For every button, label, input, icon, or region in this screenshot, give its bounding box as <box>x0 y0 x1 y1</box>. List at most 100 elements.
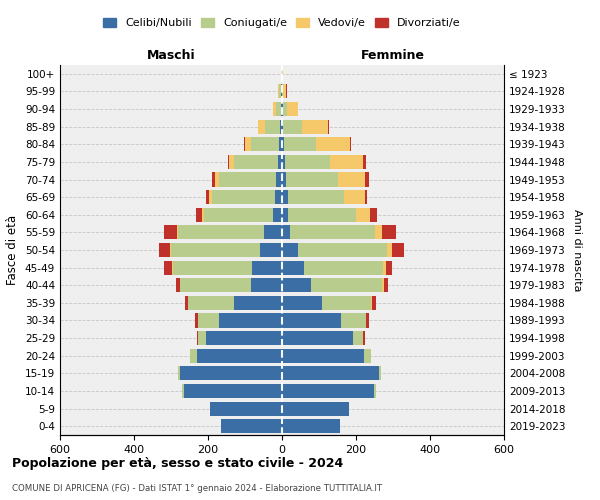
Bar <box>202 208 204 222</box>
Bar <box>364 348 371 363</box>
Text: Maschi: Maschi <box>146 50 196 62</box>
Bar <box>190 348 197 363</box>
Bar <box>282 208 287 222</box>
Bar <box>265 120 280 134</box>
Bar <box>279 84 281 98</box>
Bar <box>197 331 198 345</box>
Bar <box>263 226 282 239</box>
Bar <box>282 331 353 345</box>
Bar <box>164 226 177 239</box>
Bar <box>379 366 381 380</box>
Bar <box>194 314 197 328</box>
Bar <box>364 331 365 345</box>
Bar <box>282 102 283 116</box>
Bar <box>277 172 282 186</box>
Bar <box>356 208 370 222</box>
Bar <box>383 260 386 274</box>
Bar <box>322 296 371 310</box>
Bar <box>275 190 282 204</box>
Bar <box>212 172 215 186</box>
Bar <box>382 226 396 239</box>
Bar <box>184 384 282 398</box>
Bar <box>387 243 392 257</box>
Bar <box>367 314 370 328</box>
Bar <box>172 260 173 274</box>
Bar <box>219 172 277 186</box>
Bar <box>365 190 367 204</box>
Bar <box>283 120 302 134</box>
Bar <box>170 243 171 257</box>
Bar <box>328 120 329 134</box>
Bar <box>282 260 304 274</box>
Bar <box>234 155 278 169</box>
Bar <box>281 84 282 98</box>
Bar <box>229 155 234 169</box>
Bar <box>171 243 260 257</box>
Bar <box>374 384 376 398</box>
Bar <box>260 243 282 257</box>
Bar <box>221 419 282 433</box>
Bar <box>286 84 287 98</box>
Bar <box>338 172 365 186</box>
Y-axis label: Fasce di età: Fasce di età <box>7 215 19 285</box>
Bar <box>215 172 219 186</box>
Bar <box>282 172 286 186</box>
Y-axis label: Anni di nascita: Anni di nascita <box>572 209 582 291</box>
Bar <box>273 208 282 222</box>
Bar <box>282 243 298 257</box>
Bar <box>206 190 209 204</box>
Bar <box>344 190 365 204</box>
Bar <box>298 243 387 257</box>
Bar <box>209 190 212 204</box>
Bar <box>281 102 282 116</box>
Bar <box>251 137 279 152</box>
Bar <box>316 137 350 152</box>
Bar <box>159 243 170 257</box>
Bar <box>330 155 362 169</box>
Bar <box>278 155 282 169</box>
Bar <box>164 260 172 274</box>
Bar <box>282 67 283 81</box>
Bar <box>284 137 316 152</box>
Bar <box>278 84 279 98</box>
Bar <box>277 102 281 116</box>
Bar <box>282 190 287 204</box>
Bar <box>258 120 265 134</box>
Bar <box>282 155 285 169</box>
Text: Popolazione per età, sesso e stato civile - 2024: Popolazione per età, sesso e stato civil… <box>12 458 343 470</box>
Bar <box>384 278 388 292</box>
Bar <box>176 278 180 292</box>
Bar <box>283 102 287 116</box>
Bar <box>372 296 376 310</box>
Bar <box>304 260 383 274</box>
Bar <box>350 137 351 152</box>
Bar <box>182 384 184 398</box>
Bar <box>197 348 282 363</box>
Bar <box>370 208 377 222</box>
Bar <box>283 84 286 98</box>
Bar <box>311 278 382 292</box>
Bar <box>204 208 273 222</box>
Bar <box>282 384 374 398</box>
Bar <box>206 331 282 345</box>
Bar <box>282 314 341 328</box>
Bar <box>188 296 234 310</box>
Bar <box>282 419 340 433</box>
Bar <box>353 331 364 345</box>
Bar <box>282 120 283 134</box>
Bar <box>173 260 253 274</box>
Bar <box>375 226 382 239</box>
Bar <box>251 278 282 292</box>
Bar <box>282 278 311 292</box>
Bar <box>286 172 338 186</box>
Bar <box>282 137 284 152</box>
Bar <box>279 137 282 152</box>
Bar <box>302 120 328 134</box>
Bar <box>177 226 178 239</box>
Bar <box>210 402 282 415</box>
Bar <box>180 366 282 380</box>
Bar <box>285 155 330 169</box>
Bar <box>185 296 188 310</box>
Bar <box>282 366 379 380</box>
Bar <box>282 348 364 363</box>
